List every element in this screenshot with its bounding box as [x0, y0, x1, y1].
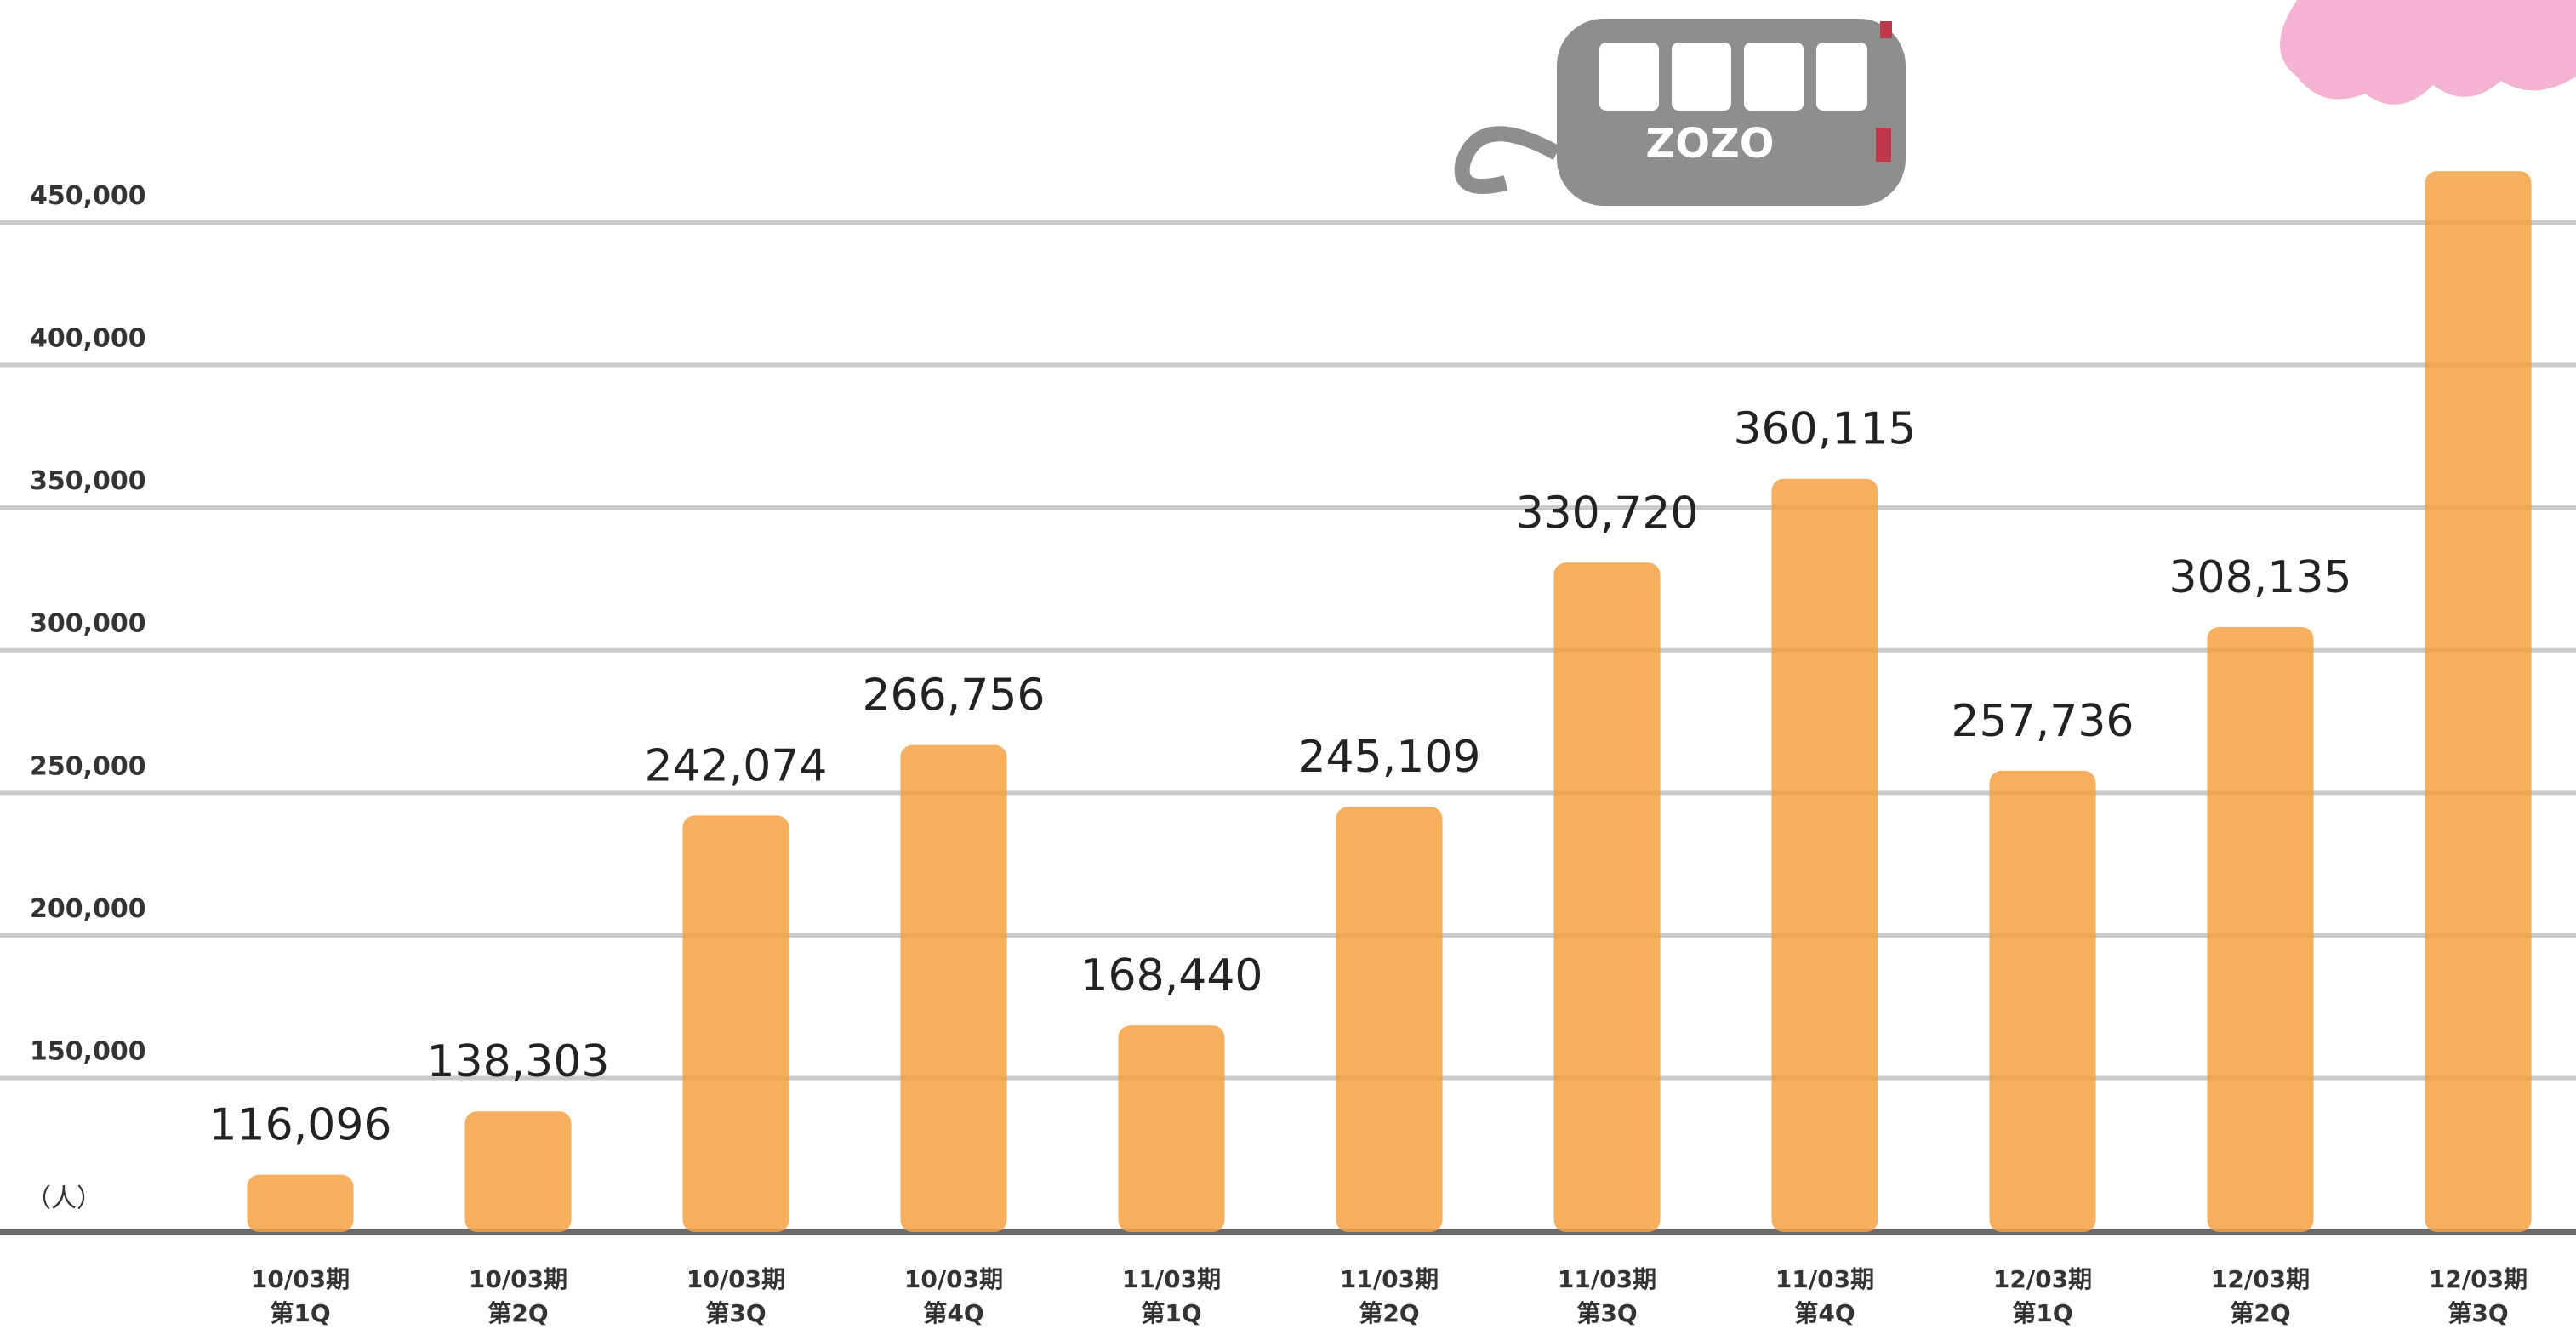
x-tick-label: 10/03期 [251, 1265, 350, 1293]
bar [464, 1111, 572, 1232]
bar [1771, 478, 1878, 1232]
x-tick-label: 11/03期 [1775, 1265, 1874, 1293]
value-label: 330,720 [1515, 488, 1698, 539]
value-label: 245,109 [1297, 732, 1480, 783]
x-tick-label: 12/03期 [1993, 1265, 2092, 1293]
flower-decoration [2280, 0, 2576, 105]
value-label: 116,096 [208, 1100, 391, 1151]
bar [247, 1174, 354, 1232]
bus-decoration: ZOZO [1454, 19, 1906, 206]
value-label: 266,756 [862, 670, 1045, 722]
value-label: 308,135 [2169, 552, 2351, 603]
value-label: 168,440 [1080, 950, 1262, 1001]
x-tick-label: 第3Q [705, 1299, 766, 1327]
x-tick-label: 12/03期 [2211, 1265, 2310, 1293]
x-tick-label: 10/03期 [687, 1265, 785, 1293]
x-tick-label: 第2Q [487, 1299, 548, 1327]
y-tick-label: 350,000 [30, 466, 146, 496]
x-tick-label: 第1Q [270, 1299, 330, 1327]
bar [900, 744, 1007, 1232]
bar [2207, 626, 2314, 1232]
x-tick-label: 第1Q [2012, 1299, 2072, 1327]
y-tick-label: 400,000 [30, 324, 146, 354]
y-tick-label: 250,000 [30, 751, 146, 781]
value-label: 257,736 [1951, 696, 2134, 747]
y-tick-label: 450,000 [30, 181, 146, 211]
bar [1989, 770, 2096, 1232]
grid [0, 220, 2576, 1081]
y-axis-label: （人） [26, 1184, 102, 1214]
y-tick-label: 150,000 [30, 1037, 146, 1067]
x-tick-label: 第3Q [2448, 1299, 2508, 1327]
y-tick-label: 200,000 [30, 894, 146, 924]
x-tick-label: 11/03期 [1340, 1265, 1439, 1293]
bar [1118, 1025, 1225, 1232]
x-tick-label: 10/03期 [469, 1265, 567, 1293]
bar [1553, 562, 1661, 1232]
x-tick-label: 第3Q [1576, 1299, 1637, 1327]
x-tick-label: 12/03期 [2429, 1265, 2528, 1293]
x-tick-label: 10/03期 [904, 1265, 1003, 1293]
value-label: 242,074 [644, 740, 827, 791]
value-label: 360,115 [1733, 404, 1916, 455]
y-tick-label: 300,000 [30, 609, 146, 639]
value-label: 138,303 [426, 1036, 609, 1087]
bar [2425, 171, 2532, 1233]
bus-label: ZOZO [1645, 120, 1774, 168]
x-tick-label: 11/03期 [1558, 1265, 1656, 1293]
bar [682, 815, 789, 1232]
x-tick-label: 第1Q [1141, 1299, 1201, 1327]
x-tick-label: 11/03期 [1122, 1265, 1221, 1293]
bar [1336, 807, 1443, 1232]
x-tick-label: 第2Q [2230, 1299, 2290, 1327]
x-tick-label: 第4Q [1794, 1299, 1855, 1327]
x-tick-label: 第4Q [923, 1299, 983, 1327]
x-tick-label: 第2Q [1359, 1299, 1419, 1327]
